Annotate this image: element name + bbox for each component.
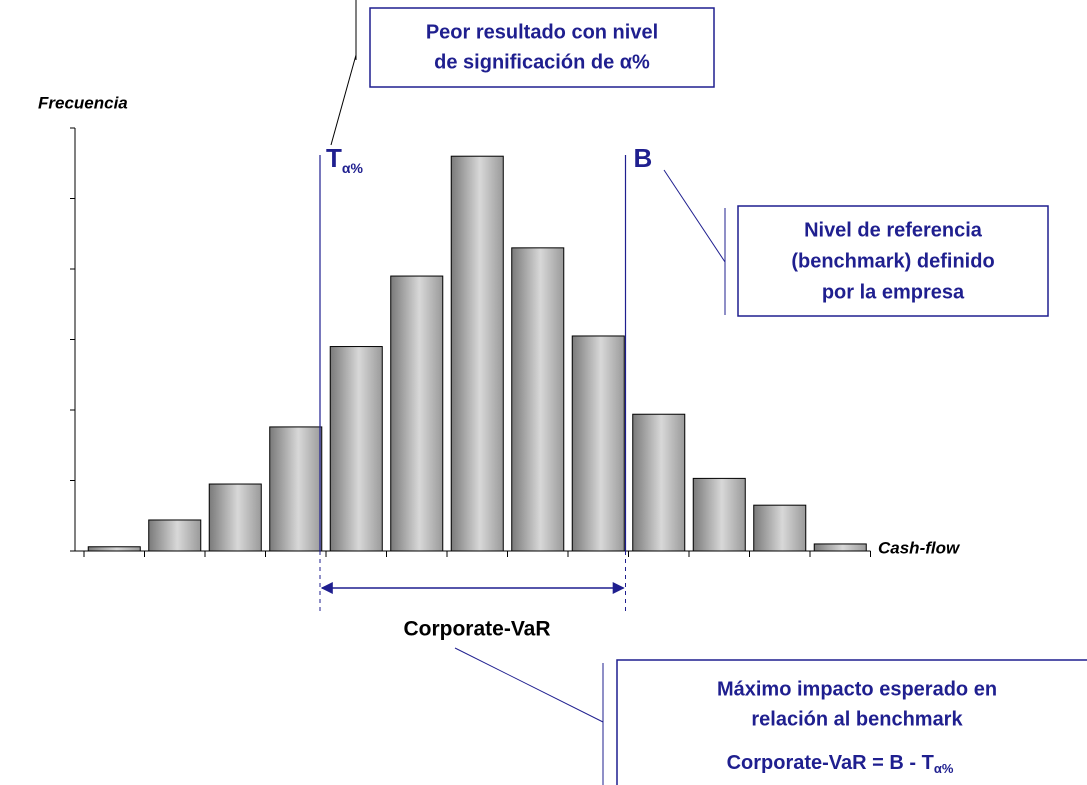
bar <box>753 504 807 552</box>
note-text: Nivel de referencia <box>804 219 983 241</box>
y-axis-label: Frecuencia <box>38 93 128 112</box>
callout-line <box>663 169 726 263</box>
bar <box>87 546 141 552</box>
threshold-label: Tα% <box>326 143 363 176</box>
x-axis-label: Cash-flow <box>878 538 961 557</box>
threshold-sub: α% <box>342 160 364 176</box>
formula-text: Corporate-VaR = B - T <box>727 752 934 774</box>
note-text: (benchmark) definido <box>791 250 994 272</box>
bar <box>390 275 444 552</box>
note-box <box>616 659 1087 785</box>
bar <box>511 247 565 552</box>
bar <box>269 426 323 552</box>
formula: Corporate-VaR = B - Tα% <box>727 752 954 776</box>
threshold-text: T <box>326 143 342 173</box>
bar <box>692 477 746 552</box>
note-box <box>737 205 1049 317</box>
bar <box>148 519 202 552</box>
callout-line <box>330 54 357 146</box>
bar <box>632 413 686 552</box>
benchmark-label: B <box>634 143 653 173</box>
note-text: de significación de α% <box>434 51 650 73</box>
note-text: Máximo impacto esperado en <box>717 678 997 700</box>
bar <box>208 483 262 552</box>
bar <box>571 335 625 552</box>
bar <box>329 346 383 552</box>
bar <box>450 155 504 552</box>
note-text: relación al benchmark <box>751 708 963 730</box>
note-text: Peor resultado con nivel <box>426 21 658 43</box>
note-text: por la empresa <box>822 281 965 303</box>
var-label: Corporate-VaR <box>403 618 550 641</box>
formula-sub: α% <box>934 761 954 776</box>
callout-line <box>454 647 604 723</box>
note-box <box>369 7 715 88</box>
bar <box>813 543 867 552</box>
